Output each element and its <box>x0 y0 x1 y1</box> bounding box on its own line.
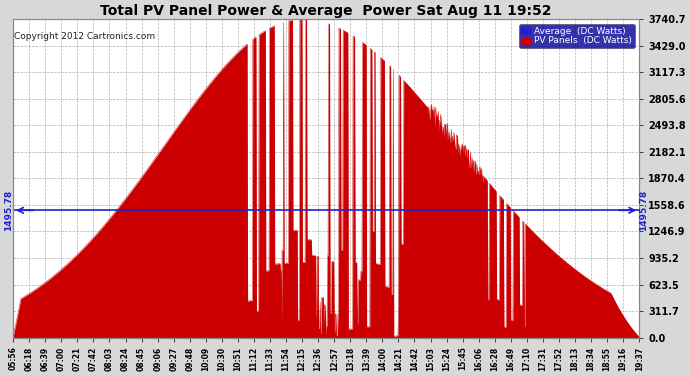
Text: Copyright 2012 Cartronics.com: Copyright 2012 Cartronics.com <box>14 32 155 41</box>
Title: Total PV Panel Power & Average  Power Sat Aug 11 19:52: Total PV Panel Power & Average Power Sat… <box>101 4 552 18</box>
Legend: Average  (DC Watts), PV Panels  (DC Watts): Average (DC Watts), PV Panels (DC Watts) <box>519 24 635 48</box>
Text: 1495.78: 1495.78 <box>4 190 13 231</box>
Text: 1495.78: 1495.78 <box>639 190 648 231</box>
